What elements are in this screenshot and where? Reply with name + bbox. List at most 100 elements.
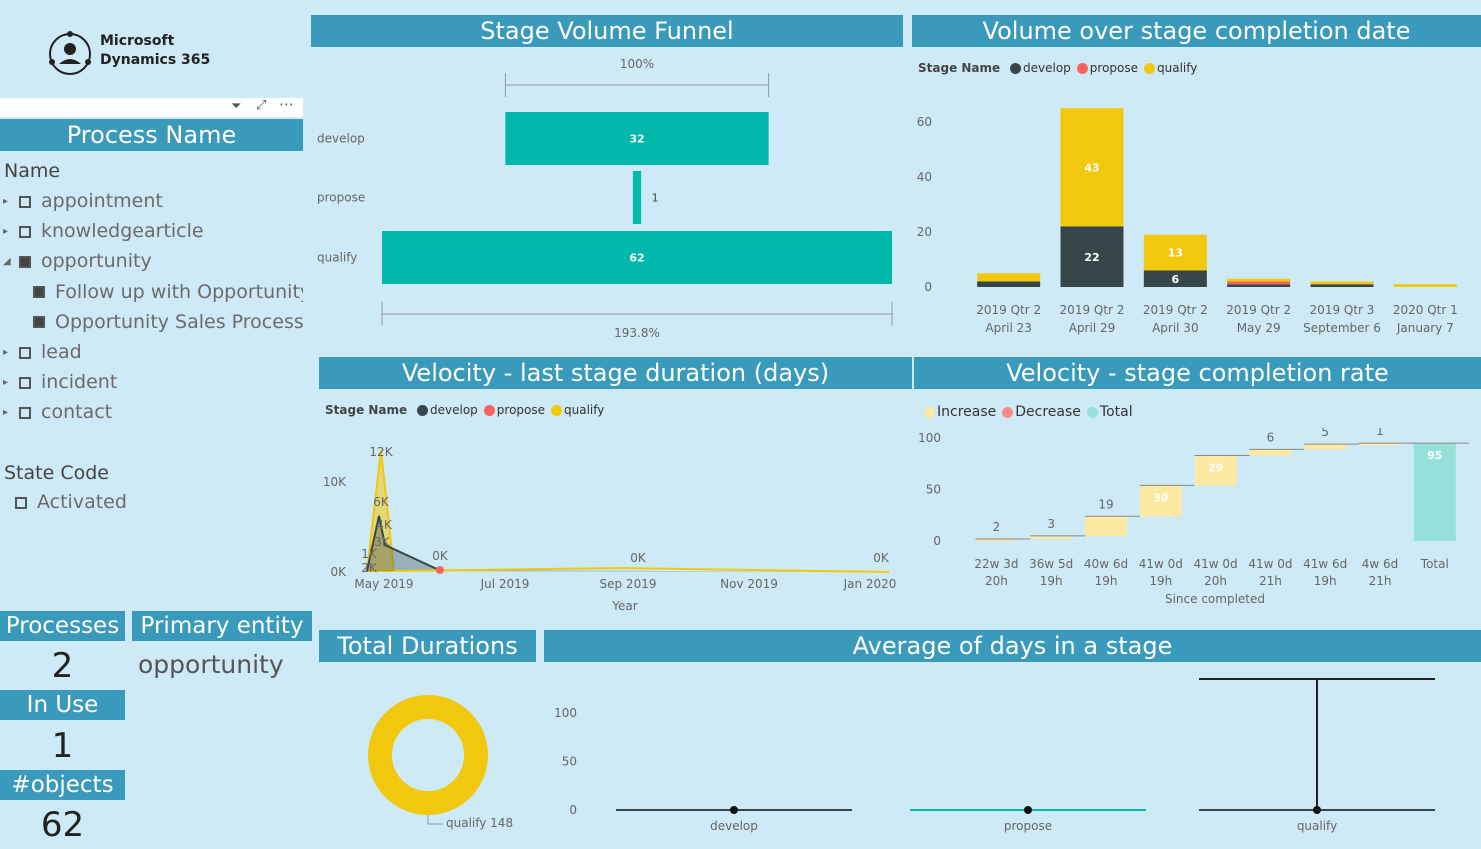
x-tick-label: 19h — [1149, 574, 1172, 588]
expand-icon[interactable]: ▸ — [3, 377, 9, 389]
checkbox[interactable] — [19, 376, 31, 389]
develop-area — [367, 516, 889, 572]
funnel-bar — [505, 112, 769, 165]
waterfall-increase-bar — [975, 538, 1018, 541]
more-options-icon[interactable]: ⋯ — [279, 95, 294, 113]
x-tick-label: 41w 6d — [1303, 557, 1347, 571]
process-slicer-field: Name — [4, 160, 61, 182]
data-point-develop — [730, 806, 738, 814]
volume-title: Volume over stage completion date — [912, 15, 1481, 47]
checkbox[interactable] — [19, 195, 31, 208]
x-tick-label: April 23 — [985, 321, 1032, 335]
volume-legend-title: Stage Name — [918, 61, 1001, 75]
column-segment-develop — [1060, 226, 1124, 287]
velocity-duration-legend: Stage Name develop propose qualify — [325, 403, 604, 417]
x-tick-label: propose — [1004, 819, 1052, 833]
column-segment-develop — [1310, 284, 1374, 287]
funnel-bar-value: 1 — [652, 192, 659, 205]
propose-point — [436, 566, 444, 574]
x-tick-label: qualify — [1297, 819, 1337, 833]
state-item-activated[interactable]: Activated — [15, 491, 127, 513]
slicer-item-incident[interactable]: ▸ incident — [3, 371, 117, 393]
legend-label: Decrease — [1015, 404, 1081, 420]
waterfall-value-label: 6 — [1267, 430, 1275, 444]
x-tick-label: January 7 — [1396, 321, 1454, 335]
checkbox[interactable] — [19, 255, 31, 268]
waterfall-value-label: 1 — [1376, 428, 1384, 438]
expand-icon[interactable]: ▸ — [3, 407, 9, 419]
collapse-icon[interactable]: ◢ — [3, 256, 11, 268]
primary-entity-card-label: Primary entity — [132, 611, 312, 641]
funnel-title: Stage Volume Funnel — [311, 15, 903, 47]
x-tick-label: 21h — [1259, 574, 1282, 588]
column-segment-develop — [1143, 270, 1207, 287]
checkbox[interactable] — [33, 316, 45, 329]
logo-line1: Microsoft — [100, 33, 175, 49]
legend-dot — [1002, 406, 1014, 418]
x-tick-label: Jul 2019 — [480, 577, 530, 591]
column-value-label: 6 — [1172, 273, 1180, 286]
x-tick-label: 19h — [1095, 574, 1118, 588]
x-tick-label: May 29 — [1237, 321, 1281, 335]
legend-dot — [1144, 63, 1156, 74]
y-tick-label: 0K — [330, 565, 347, 579]
checkbox[interactable] — [19, 225, 31, 238]
focus-mode-icon[interactable]: ⤢ — [256, 98, 267, 113]
column-segment-qualify — [1227, 278, 1291, 282]
waterfall-value-label: 19 — [1098, 497, 1113, 511]
x-tick-label: 19h — [1040, 574, 1063, 588]
filter-icon[interactable]: ⏷ — [231, 99, 242, 114]
x-tick-label: Sep 2019 — [600, 577, 657, 591]
slicer-item-follow-up-with-opportunity[interactable]: Follow up with Opportunity — [33, 281, 303, 303]
slicer-item-contact[interactable]: ▸ contact — [3, 401, 112, 423]
process-slicer-list: ▸ appointment ▸ knowledgearticle ◢ opportunit… — [0, 0, 303, 440]
column-segment-qualify — [1060, 108, 1124, 227]
x-tick-label: 4w 6d — [1362, 557, 1399, 571]
x-tick-label: 2019 Qtr 3 — [1310, 303, 1375, 317]
x-tick-label: 20h — [1204, 574, 1227, 588]
legend-dot — [1086, 406, 1098, 418]
column-segment-develop — [1227, 284, 1291, 287]
x-tick-label: 20h — [985, 574, 1008, 588]
point-label: 2K — [361, 561, 378, 575]
state-item-label: Activated — [37, 491, 127, 513]
expand-icon[interactable]: ▸ — [3, 196, 9, 207]
slicer-item-appointment[interactable]: ▸ appointment — [3, 190, 163, 212]
y-tick-label: 20 — [917, 225, 932, 239]
funnel-category-label: develop — [317, 132, 365, 146]
column-segment-qualify — [1310, 281, 1374, 285]
checkbox[interactable] — [15, 496, 27, 509]
legend-dot — [924, 406, 935, 418]
legend-label: develop — [1023, 61, 1071, 75]
x-tick-label: 21h — [1369, 574, 1392, 588]
checkbox[interactable] — [19, 346, 31, 359]
checkbox[interactable] — [19, 406, 31, 419]
point-label: 3K — [374, 535, 391, 549]
logo-line2: Dynamics 365 — [100, 52, 211, 68]
expand-icon[interactable]: ▸ — [3, 226, 9, 238]
checkbox[interactable] — [33, 286, 45, 299]
y-tick-label: 100 — [918, 431, 941, 445]
funnel-bar — [632, 171, 642, 224]
funnel-category-label: propose — [317, 191, 365, 205]
develop-line — [366, 515, 440, 572]
dynamics-logo-icon — [49, 31, 91, 75]
x-tick-label: 40w 6d — [1084, 557, 1128, 571]
slicer-item-opportunity-sales-process[interactable]: Opportunity Sales Process — [33, 311, 303, 333]
slicer-item-knowledgearticle[interactable]: ▸ knowledgearticle — [3, 220, 204, 242]
x-tick-label: 22w 3d — [974, 557, 1018, 571]
waterfall-value-label: 30 — [1153, 491, 1169, 504]
point-label: 4K — [376, 518, 393, 532]
volume-chart: 0 20 40 60 2019 Qtr 2 April 23 22 43 2019 Qtr 2 A… — [917, 108, 1458, 335]
column-segment-qualify — [977, 273, 1041, 282]
funnel-bottom-percent: 193.8% — [614, 326, 660, 340]
waterfall-increase-bar — [1359, 443, 1401, 446]
slicer-item-lead[interactable]: ▸ lead — [3, 341, 82, 363]
slicer-item-opportunity[interactable]: ◢ opportunity — [3, 250, 152, 272]
funnel-top-percent: 100% — [620, 57, 654, 71]
x-tick-label: Total — [1420, 557, 1449, 571]
x-axis-title: Year — [611, 599, 637, 613]
x-tick-label: 2019 Qtr 2 — [976, 303, 1041, 317]
velocity-rate-title: Velocity - stage completion rate — [914, 357, 1481, 389]
expand-icon[interactable]: ▸ — [3, 347, 9, 358]
